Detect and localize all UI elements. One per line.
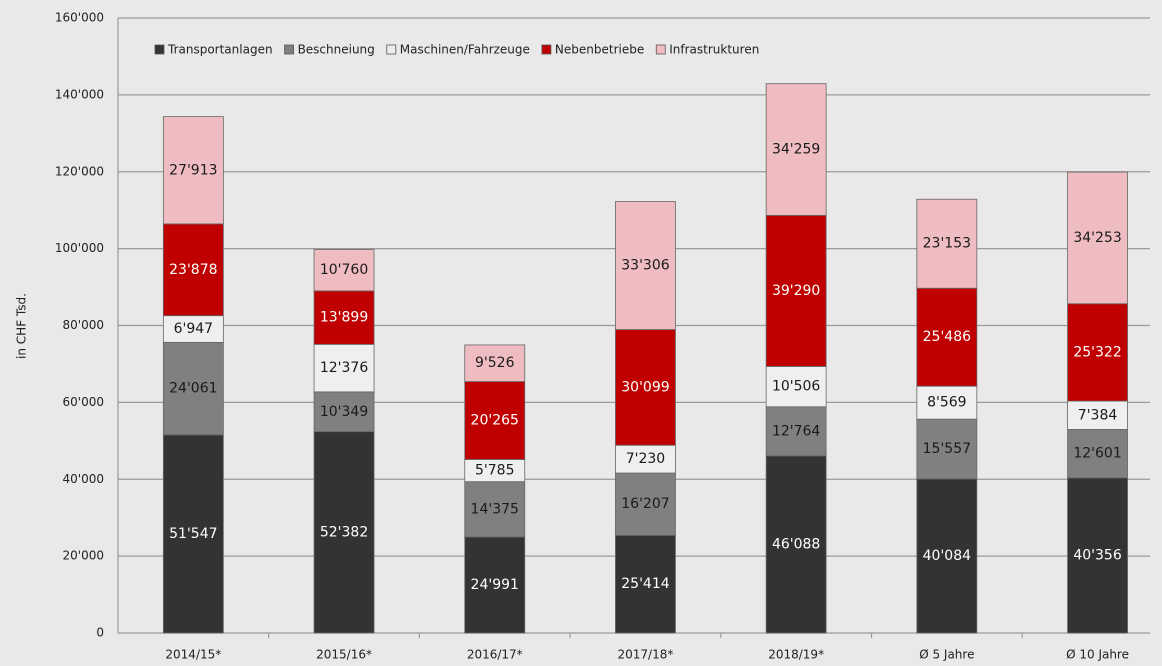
bar-segment <box>313 249 375 292</box>
value-label: 25'322 <box>1073 344 1121 360</box>
legend-swatch <box>154 44 165 55</box>
value-label: 12'601 <box>1073 446 1121 462</box>
x-tick-label: 2017/18* <box>618 648 674 662</box>
value-label: 7'384 <box>1078 407 1118 423</box>
value-label: 23'878 <box>169 262 217 278</box>
legend-label: Transportanlagen <box>167 43 273 57</box>
value-label: 10'506 <box>772 379 820 395</box>
bar-segment <box>615 534 676 634</box>
value-label: 12'376 <box>320 360 368 376</box>
bar-segment <box>1067 171 1128 305</box>
legend-swatch <box>655 44 666 55</box>
bar-segment <box>464 481 526 538</box>
value-label: 33'306 <box>621 258 669 274</box>
bar-segment <box>916 385 978 420</box>
y-tick-label: 120'000 <box>55 164 104 178</box>
value-label: 5'785 <box>475 463 514 479</box>
y-tick-label: 80'000 <box>63 318 104 332</box>
y-tick-label: 40'000 <box>63 472 104 486</box>
value-label: 46'088 <box>772 536 820 552</box>
bar-segment <box>313 431 375 634</box>
y-tick-label: 140'000 <box>55 87 104 101</box>
legend-label: Beschneiung <box>298 43 375 57</box>
bar-segment <box>765 366 827 408</box>
bar-segment <box>765 455 827 634</box>
y-tick-label: 60'000 <box>63 395 104 409</box>
bar-segment <box>765 83 827 216</box>
value-label: 27'913 <box>169 162 217 178</box>
bar-segment <box>615 472 676 536</box>
bar-segment <box>765 406 827 457</box>
bar-segment <box>313 391 375 433</box>
bar-segment <box>162 315 224 343</box>
bar-segment <box>916 418 978 480</box>
value-label: 34'259 <box>772 142 820 158</box>
y-tick-label: 160'000 <box>55 11 104 25</box>
value-label: 10'760 <box>320 262 368 278</box>
legend-label: Infrastrukturen <box>669 43 759 57</box>
bar-segment <box>916 287 978 387</box>
bar-segment <box>1067 429 1128 479</box>
value-label: 25'414 <box>621 576 669 592</box>
y-tick-label: 0 <box>96 626 104 640</box>
x-tick-label: Ø 5 Jahre <box>919 648 974 662</box>
value-label: 7'230 <box>626 451 665 467</box>
value-label: 24'061 <box>169 381 217 397</box>
bar-segment <box>162 434 224 634</box>
x-tick-label: 2015/16* <box>316 648 372 662</box>
value-label: 15'557 <box>923 441 971 457</box>
value-label: 52'382 <box>320 524 368 540</box>
bar-segment <box>464 344 526 382</box>
value-label: 14'375 <box>471 501 519 517</box>
y-tick-label: 20'000 <box>63 549 104 563</box>
value-label: 12'764 <box>772 423 820 439</box>
value-label: 40'356 <box>1073 547 1121 563</box>
value-label: 20'265 <box>471 413 519 429</box>
bar-segment <box>464 381 526 460</box>
bar-segment <box>615 444 676 474</box>
legend-swatch <box>386 44 397 55</box>
legend-swatch <box>541 44 552 55</box>
value-label: 10'349 <box>320 404 368 420</box>
value-label: 34'253 <box>1073 230 1121 246</box>
legend-label: Nebenbetriebe <box>555 43 644 57</box>
value-label: 16'207 <box>621 496 669 512</box>
value-label: 6'947 <box>174 321 213 337</box>
value-label: 9'526 <box>475 355 515 371</box>
x-tick-label: 2016/17* <box>467 648 523 662</box>
bar-segment <box>615 329 676 446</box>
x-tick-label: 2014/15* <box>165 648 221 662</box>
x-tick-label: 2018/19* <box>768 648 824 662</box>
x-tick-label: Ø 10 Jahre <box>1066 648 1129 662</box>
legend-swatch <box>284 44 294 55</box>
bar-segment <box>313 343 375 393</box>
value-label: 24'991 <box>471 577 519 593</box>
value-label: 30'099 <box>621 379 669 395</box>
value-label: 25'486 <box>923 329 971 345</box>
legend-label: Maschinen/Fahrzeuge <box>400 43 530 57</box>
value-label: 40'084 <box>923 548 971 564</box>
y-axis-label: in CHF Tsd. <box>15 293 29 359</box>
value-label: 39'290 <box>772 283 820 299</box>
value-label: 8'569 <box>927 395 966 411</box>
bar-segment <box>1067 400 1128 430</box>
value-label: 13'899 <box>320 310 368 326</box>
bar-segment <box>162 341 224 436</box>
bar-segment <box>615 201 676 330</box>
bar-segment <box>916 198 978 289</box>
y-tick-label: 100'000 <box>55 241 104 255</box>
bar-segment <box>162 116 224 225</box>
bar-segment <box>916 478 978 634</box>
value-label: 23'153 <box>923 236 971 252</box>
bar-segment <box>765 214 827 367</box>
value-label: 51'547 <box>169 526 217 542</box>
bar-segment <box>162 223 224 317</box>
